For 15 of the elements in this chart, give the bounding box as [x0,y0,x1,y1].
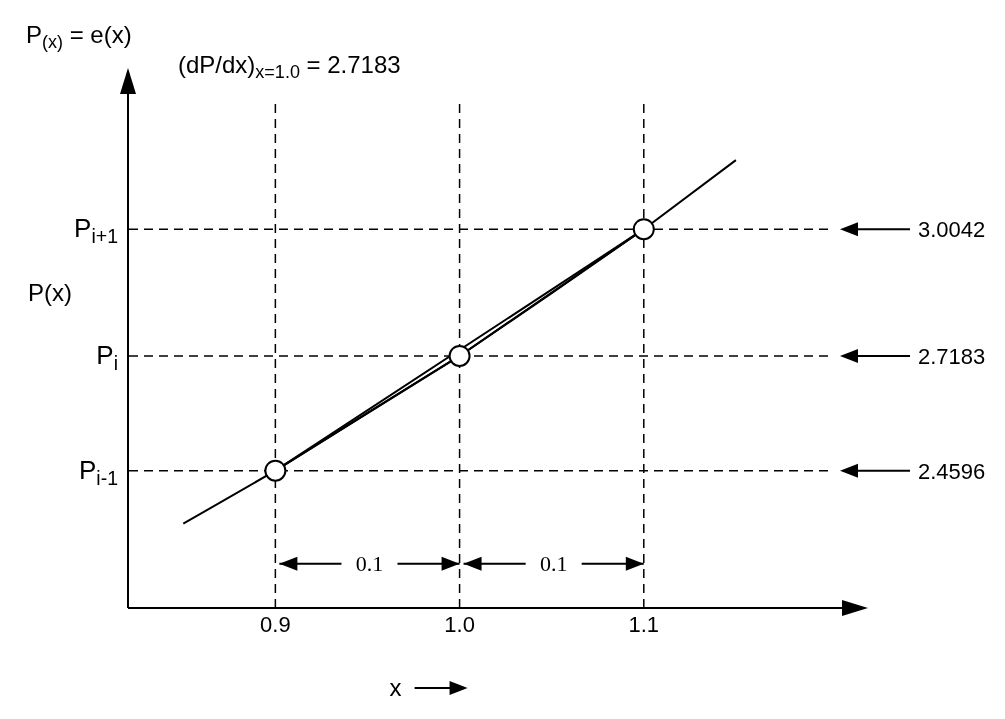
x-tick-label: 1.1 [628,611,660,637]
y-tick-label: 3.0042 [918,217,986,243]
y-tick-label: 2.4596 [918,458,986,484]
text: P$_{i-1}$ [78,454,118,489]
x-axis-title: x [389,674,402,701]
x-tick-label: 1.0 [444,611,475,637]
text: P$_{i}$ [96,339,118,374]
text: P$_{i+1}$ [74,213,118,248]
y-tick-label: 2.7183 [918,343,986,369]
x-tick-label: 0.9 [260,611,291,637]
annotation: 0.1 [539,550,568,576]
text: P(x) [28,278,72,306]
text: (dP/dx)$_{x=1.0}$ = 2.7183 [178,51,401,83]
annotation: 0.1 [355,550,384,576]
y-axis-title: P$_{(x)}$ = e(x) [26,21,132,53]
